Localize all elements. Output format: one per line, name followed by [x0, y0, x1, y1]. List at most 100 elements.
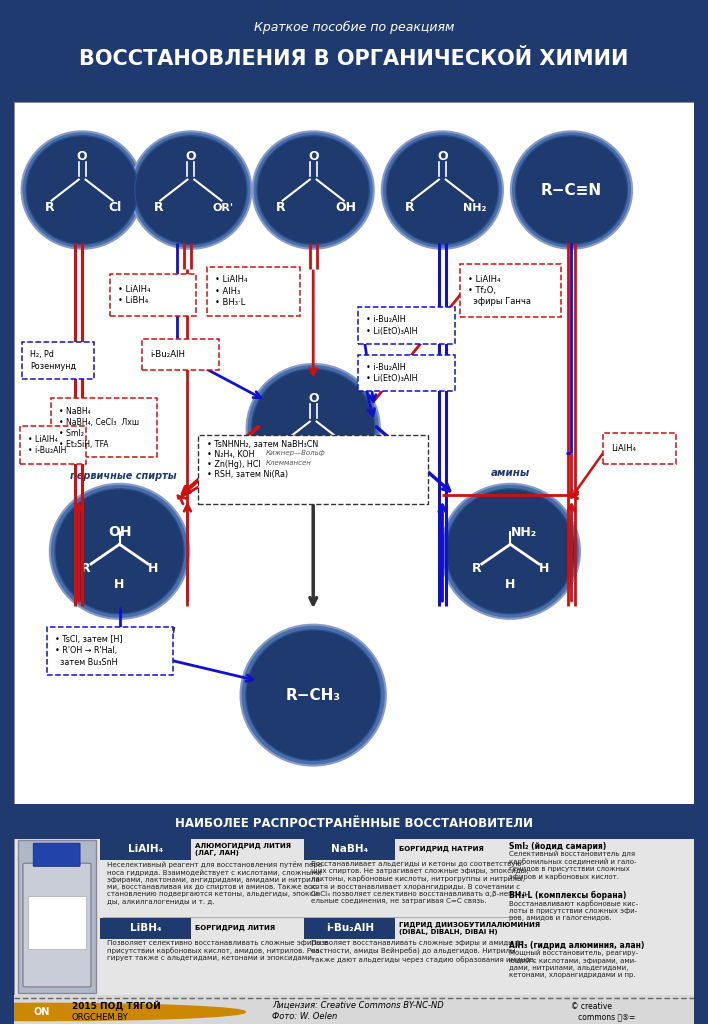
Text: Неселективный реагент для восстановления путём пере-
носа гидрида. Взаимодейству: Неселективный реагент для восстановления…: [107, 861, 324, 904]
FancyBboxPatch shape: [23, 863, 91, 987]
Text: OR': OR': [213, 203, 234, 213]
Text: • RSH, затем Ni(Ra): • RSH, затем Ni(Ra): [207, 470, 287, 479]
Text: O: O: [308, 392, 319, 404]
FancyBboxPatch shape: [358, 355, 455, 391]
FancyBboxPatch shape: [14, 808, 694, 995]
FancyBboxPatch shape: [304, 918, 395, 939]
FancyBboxPatch shape: [20, 426, 86, 464]
Text: Селективный восстановитель для
карбонильных соединений и гало-
генидов в присутс: Селективный восстановитель для карбониль…: [509, 851, 636, 881]
Text: i-Bu₂AlH: i-Bu₂AlH: [326, 924, 374, 933]
Text: OH: OH: [336, 201, 356, 214]
Text: • TsNHNH₂, затем NaBH₃CN: • TsNHNH₂, затем NaBH₃CN: [207, 440, 318, 450]
Text: амины: амины: [491, 468, 530, 477]
Text: R: R: [45, 201, 55, 214]
Text: Позволяет селективно восстанавливать сложные эфиры в
присутствии карбоновых кисл: Позволяет селективно восстанавливать сло…: [107, 940, 328, 962]
Ellipse shape: [55, 488, 184, 613]
Text: Фото: W. Oelen: Фото: W. Oelen: [273, 1013, 338, 1021]
Text: Восстанавливает альдегиды и кетоны до соответствую-
щих спиртов. Не затрагивает : Восстанавливает альдегиды и кетоны до со…: [311, 861, 529, 904]
Text: OH: OH: [108, 525, 131, 540]
Text: Клеммансен: Клеммансен: [266, 460, 312, 466]
Text: R: R: [154, 201, 163, 214]
Text: сложные эфиры: сложные эфиры: [154, 121, 228, 130]
Text: O: O: [185, 150, 196, 163]
Ellipse shape: [511, 131, 632, 249]
FancyBboxPatch shape: [14, 995, 694, 1024]
Text: SmI₂ (йодид самария): SmI₂ (йодид самария): [509, 842, 606, 851]
FancyBboxPatch shape: [51, 398, 157, 458]
Ellipse shape: [257, 136, 370, 245]
Text: R: R: [81, 562, 91, 575]
Text: карбоновые
кислоты: карбоновые кислоты: [286, 111, 341, 130]
Text: кетоны: кетоны: [291, 492, 336, 502]
Text: H: H: [539, 562, 549, 575]
Text: вторичные спирты: вторичные спирты: [70, 625, 176, 635]
FancyBboxPatch shape: [603, 433, 676, 464]
Text: BH₃·L (комплексы борана): BH₃·L (комплексы борана): [509, 891, 627, 900]
Text: 2015 ПОД ТЯГОЙ: 2015 ПОД ТЯГОЙ: [72, 1001, 161, 1012]
Text: Cl: Cl: [108, 201, 121, 214]
Ellipse shape: [253, 131, 374, 249]
Text: NH₂: NH₂: [511, 526, 537, 539]
Text: R−CH₃: R−CH₃: [285, 688, 341, 702]
Text: ГИДРИД ДИИЗОБУТИЛАЛЮМИНИЯ
(DIBAL, DIBALH, DIBAI H): ГИДРИД ДИИЗОБУТИЛАЛЮМИНИЯ (DIBAL, DIBALH…: [399, 922, 539, 935]
Text: Краткое пособие по реакциям: Краткое пособие по реакциям: [253, 20, 455, 34]
FancyBboxPatch shape: [358, 307, 455, 344]
Text: H: H: [505, 578, 515, 591]
Text: • LiAlH₄
• AlH₃
• BH₃·L: • LiAlH₄ • AlH₃ • BH₃·L: [215, 275, 248, 306]
Text: • LiAlH₄
• Tf₂O,
  эфиры Ганча: • LiAlH₄ • Tf₂O, эфиры Ганча: [468, 274, 531, 306]
Text: NH₂: NH₂: [463, 203, 486, 213]
Ellipse shape: [50, 483, 189, 618]
Text: • i-Bu₂AlH
• Li(EtO)₃AlH: • i-Bu₂AlH • Li(EtO)₃AlH: [366, 315, 418, 336]
Text: R: R: [276, 201, 285, 214]
Text: © creative
   commons ⓘ⑤=: © creative commons ⓘ⑤=: [571, 1002, 636, 1022]
Text: O: O: [308, 150, 319, 163]
FancyBboxPatch shape: [110, 273, 195, 315]
Text: Восстанавливают карбоновые кис-
лоты в присутствии сложных эфи-
ров, амидов и га: Восстанавливают карбоновые кис- лоты в п…: [509, 900, 638, 922]
Ellipse shape: [387, 136, 498, 245]
Text: H: H: [341, 439, 351, 453]
Ellipse shape: [246, 630, 380, 761]
Ellipse shape: [26, 136, 138, 245]
FancyBboxPatch shape: [101, 918, 191, 939]
Text: хлорангидриды: хлорангидриды: [46, 121, 118, 130]
Text: H: H: [148, 562, 159, 575]
FancyBboxPatch shape: [207, 266, 299, 315]
Text: альдегиды: альдегиды: [288, 354, 338, 362]
Ellipse shape: [21, 131, 143, 249]
Text: LiAlH₄: LiAlH₄: [611, 444, 636, 454]
Ellipse shape: [446, 488, 575, 613]
Text: первичные спирты: первичные спирты: [69, 471, 176, 481]
Text: R: R: [405, 201, 415, 214]
Ellipse shape: [135, 136, 247, 245]
Text: • Zn(Hg), HCl: • Zn(Hg), HCl: [207, 460, 260, 469]
FancyBboxPatch shape: [198, 435, 428, 504]
Ellipse shape: [246, 364, 379, 494]
Text: H: H: [114, 578, 125, 591]
Ellipse shape: [130, 131, 251, 249]
FancyBboxPatch shape: [101, 839, 191, 859]
FancyBboxPatch shape: [460, 264, 561, 317]
Text: Позволяет восстанавливать сложные эфиры и амиды (в
частности, амиды Вейнреба) до: Позволяет восстанавливать сложные эфиры …: [311, 940, 535, 964]
Text: АЛЮМОГИДРИД ЛИТИЯ
(ЛАГ, ЛАН): АЛЮМОГИДРИД ЛИТИЯ (ЛАГ, ЛАН): [195, 843, 291, 856]
Text: O: O: [437, 150, 447, 163]
Text: i-Bu₂AlH: i-Bu₂AlH: [150, 350, 185, 359]
Text: ON: ON: [33, 1007, 50, 1017]
FancyBboxPatch shape: [47, 627, 173, 675]
Text: O: O: [76, 150, 88, 163]
Text: Кижнер—Вольф: Кижнер—Вольф: [266, 451, 326, 457]
FancyBboxPatch shape: [14, 808, 694, 839]
Text: НАИБОЛЕЕ РАСПРОСТРАНЁННЫЕ ВОССТАНОВИТЕЛИ: НАИБОЛЕЕ РАСПРОСТРАНЁННЫЕ ВОССТАНОВИТЕЛИ: [175, 817, 533, 829]
Text: H₂, Pd
Розенмунд: H₂, Pd Розенмунд: [30, 350, 76, 371]
Text: • NaBH₄
• NaBH₄, CeCl₃  Лхш
• SmI₂
• Et₂SiH, TFA: • NaBH₄ • NaBH₄, CeCl₃ Лхш • SmI₂ • Et₂S…: [59, 407, 139, 449]
Text: нитрилы: нитрилы: [552, 121, 591, 130]
Text: R: R: [472, 562, 481, 575]
FancyBboxPatch shape: [33, 843, 80, 866]
Text: Лицензия: Creative Commons BY-NC-ND: Лицензия: Creative Commons BY-NC-ND: [273, 1000, 444, 1010]
Text: БОРГИДРИД ЛИТИЯ: БОРГИДРИД ЛИТИЯ: [195, 925, 275, 932]
FancyBboxPatch shape: [304, 839, 395, 859]
Text: NaBH₄: NaBH₄: [331, 844, 368, 854]
Text: амиды: амиды: [428, 121, 457, 130]
Ellipse shape: [515, 136, 627, 245]
Text: ORGCHEM.BY: ORGCHEM.BY: [72, 1013, 129, 1022]
FancyBboxPatch shape: [18, 840, 96, 993]
